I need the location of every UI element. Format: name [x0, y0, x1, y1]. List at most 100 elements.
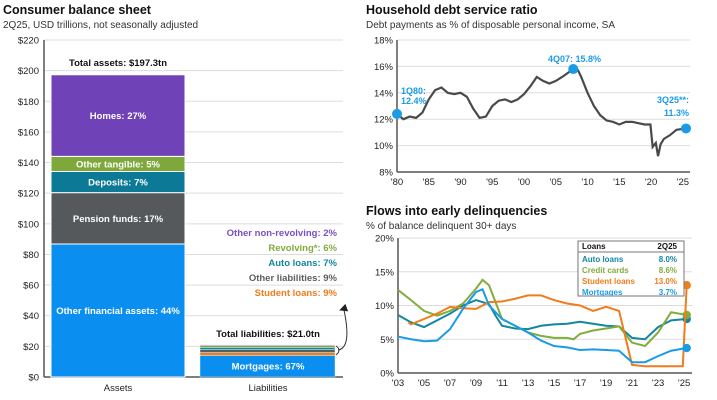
- x-tick-label: '17: [574, 378, 586, 389]
- annotation-marker: [568, 64, 579, 75]
- y-tick-label: 5%: [380, 335, 394, 346]
- y-tick-label: 15%: [375, 267, 395, 278]
- annotation-marker: [392, 108, 402, 119]
- liability-bar-segment: [199, 347, 336, 350]
- y-tick-label: $220: [18, 36, 39, 47]
- balance-sheet-chart: $0 $20 $40 $60 $80 $100 $120 $140 $160 $180 $200 $2…: [18, 36, 349, 394]
- asset-segment-label: Other financial assets: 44%: [56, 306, 180, 317]
- x-tick-label: '21: [626, 378, 638, 389]
- asset-segment-label: Homes: 27%: [90, 111, 147, 122]
- y-tick-label: 10%: [375, 301, 395, 312]
- liability-segment-label: Student loans: 9%: [255, 288, 338, 299]
- y-tick-label: 12%: [374, 115, 394, 126]
- y-tick-label: $140: [18, 158, 39, 169]
- dsr-line: [396, 67, 687, 157]
- total-liabilities-label: Total liabilities: $21.0tn: [216, 329, 320, 340]
- x-tick-label: '13: [522, 378, 534, 389]
- liability-segment-label: Auto loans: 7%: [268, 258, 337, 269]
- annotation-label: 11.3%: [664, 108, 689, 118]
- x-tick-label: '09: [470, 378, 482, 389]
- legend-header: Loans: [582, 242, 606, 251]
- x-category-label: Assets: [104, 383, 133, 394]
- y-tick-label: $0: [28, 373, 39, 384]
- delinquency-subtitle: % of balance delinquent 30+ days: [366, 221, 516, 232]
- arrow-head: [339, 303, 349, 312]
- legend-item-label: Student loans: [582, 277, 635, 286]
- legend-item-label: Mortgages: [582, 288, 623, 297]
- x-tick-label: '15: [613, 177, 625, 188]
- x-tick-label: '90: [454, 177, 466, 188]
- legend-item-value: 3.7%: [659, 288, 677, 297]
- x-category-label: Liabilities: [248, 383, 287, 394]
- y-tick-label: $20: [23, 342, 39, 353]
- x-tick-label: '23: [652, 378, 664, 389]
- x-tick-label: '80: [391, 177, 403, 188]
- arrow: [337, 309, 348, 351]
- series-line-mortgages: [397, 287, 687, 364]
- annotation-label: 1Q80:: [401, 86, 426, 96]
- x-tick-label: '05: [550, 177, 562, 188]
- asset-bar-segment: [50, 192, 186, 245]
- y-tick-label: $120: [18, 189, 39, 200]
- liability-bar-segment: [199, 349, 336, 353]
- series-line-credit-cards: [397, 278, 687, 348]
- series-line-student-loans: [407, 285, 688, 368]
- legend: Loans 2Q25 Auto loans 8.0% Credit cards 8.6% S…: [577, 240, 685, 297]
- asset-bar-segment: [50, 243, 186, 378]
- legend-item-value: 8.6%: [659, 266, 677, 275]
- annotation-label: 12.4%: [401, 96, 427, 106]
- asset-segment-label: Deposits: 7%: [88, 178, 148, 189]
- asset-bar-segment: [50, 74, 186, 157]
- y-tick-label: $180: [18, 97, 39, 108]
- series-end-marker: [682, 343, 691, 353]
- x-tick-label: '25: [678, 378, 690, 389]
- balance-sheet-subtitle: 2Q25, USD trillions, not seasonally adju…: [3, 20, 198, 31]
- x-tick-label: '19: [600, 378, 612, 389]
- liability-bar-segment: [199, 345, 336, 348]
- legend-box: [577, 240, 685, 297]
- y-tick-label: 8%: [379, 168, 393, 179]
- x-tick-label: '85: [423, 177, 435, 188]
- y-tick-label: $100: [18, 219, 39, 230]
- legend-header-value: 2Q25: [657, 242, 677, 251]
- x-tick-label: '03: [392, 378, 404, 389]
- bracket: [335, 345, 340, 356]
- liability-segment-label: Other liabilities: 9%: [249, 273, 338, 284]
- x-tick-label: '10: [581, 177, 593, 188]
- annotation-label: 4Q07: 15.8%: [548, 54, 601, 64]
- x-tick-label: '95: [486, 177, 498, 188]
- liability-bar-segment: [199, 352, 336, 356]
- y-tick-label: 20%: [375, 234, 395, 245]
- y-tick-label: $160: [18, 127, 39, 138]
- legend-item-label: Credit cards: [582, 266, 629, 275]
- annotation-label: 3Q25**:: [657, 95, 689, 105]
- y-tick-label: $200: [18, 66, 39, 77]
- y-tick-label: 14%: [374, 88, 394, 99]
- dsr-subtitle: Debt payments as % of disposable persona…: [366, 20, 615, 31]
- y-tick-label: $40: [23, 311, 39, 322]
- liability-segment-label: Other non-revolving: 2%: [227, 228, 338, 239]
- asset-segment-label: Other tangible: 5%: [76, 159, 160, 170]
- y-tick-label: 10%: [374, 141, 394, 152]
- legend-item-value: 8.0%: [659, 255, 677, 264]
- balance-sheet-title: Consumer balance sheet: [3, 3, 152, 17]
- y-tick-label: 16%: [374, 62, 394, 73]
- asset-segment-label: Pension funds: 17%: [73, 214, 164, 225]
- total-assets-label: Total assets: $197.3tn: [69, 58, 167, 69]
- dsr-title: Household debt service ratio: [366, 3, 538, 17]
- x-tick-label: '15: [548, 378, 560, 389]
- y-tick-label: 0%: [380, 369, 394, 380]
- y-tick-label: 18%: [374, 36, 394, 47]
- mortgages-label: Mortgages: 67%: [232, 362, 305, 373]
- liability-bar-segment: [199, 344, 336, 346]
- legend-item-value: 13.0%: [654, 277, 677, 286]
- annotation-marker: [681, 123, 691, 134]
- delinquency-chart: 0% 5% 10% 15% 20% '03 '05 '07 '09 '11 '13 '15 '17 '19…: [375, 234, 692, 389]
- x-tick-label: '07: [444, 378, 456, 389]
- x-tick-label: '11: [496, 378, 508, 389]
- legend-item-label: Auto loans: [582, 255, 624, 264]
- series-line-auto-loans: [397, 299, 687, 341]
- x-tick-label: '00: [518, 177, 530, 188]
- delinquency-title: Flows into early delinquencies: [366, 204, 547, 218]
